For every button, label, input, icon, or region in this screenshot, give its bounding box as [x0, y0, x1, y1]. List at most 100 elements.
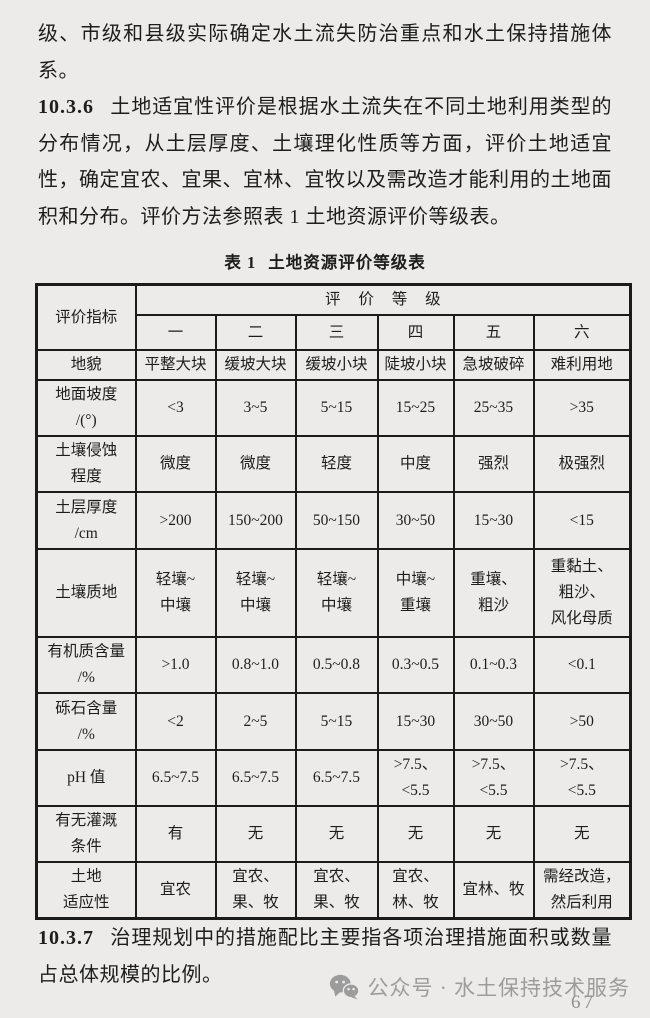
table-cell: 缓坡大块 — [214, 349, 297, 381]
table-cell: 平整大块 — [134, 349, 217, 381]
table-cell: 5~15 — [294, 692, 379, 751]
table-cell: >7.5、 <5.5 — [532, 749, 632, 807]
section-number: 10.3.6 — [38, 96, 94, 118]
document-page: 级、市级和县级实际确定水土流失防治重点和水土保持措施体系。 10.3.6 土地适宜… — [35, 23, 633, 993]
table-cell: 6.5~7.5 — [214, 749, 297, 807]
header-grade-4: 四 — [376, 314, 455, 351]
section-text: 土地适宜性评价是根据水土流失在不同土地利用类型的分布情况，从土层厚度、土壤理化性… — [38, 96, 612, 228]
table-cell: <0.1 — [532, 636, 632, 694]
table-cell: 重壤、 粗沙 — [452, 548, 535, 638]
table-cell: 3~5 — [214, 379, 297, 437]
table-cell: 微度 — [134, 435, 217, 493]
table-cell: 30~50 — [452, 692, 535, 751]
table-row: 土壤侵蚀 程度 微度 微度 轻度 中度 强烈 极强烈 — [35, 435, 632, 493]
row-label-soil-texture: 土壤质地 — [35, 548, 137, 638]
wechat-watermark: 公众号 · 水土保持技术服务 — [329, 972, 631, 1002]
header-grade-5: 五 — [452, 314, 535, 351]
table-cell: >35 — [532, 379, 632, 437]
table-cell: 无 — [376, 805, 455, 863]
table-cell: 6.5~7.5 — [134, 749, 217, 807]
row-label-erosion-degree: 土壤侵蚀 程度 — [35, 435, 137, 493]
table-cell: 5~15 — [294, 379, 379, 437]
land-evaluation-table: 评价指标 评 价 等 级 一 二 三 四 五 六 地貌 平整大块 缓坡大块 缓坡… — [35, 283, 633, 920]
row-label-gravel-content: 砾石含量 /% — [35, 692, 137, 751]
table-cell: 强烈 — [452, 435, 535, 493]
table-header-row-1: 评价指标 评 价 等 级 — [35, 283, 632, 351]
paragraph-continuation: 级、市级和县级实际确定水土流失防治重点和水土保持措施体系。 — [38, 23, 612, 82]
table-cell: <2 — [134, 692, 217, 751]
table-cell: 150~200 — [214, 491, 297, 550]
table-cell: 2~5 — [214, 692, 297, 751]
table-row: 砾石含量 /% <2 2~5 5~15 15~30 30~50 >50 — [35, 692, 632, 751]
table-row: 土层厚度 /cm >200 150~200 50~150 30~50 15~30… — [35, 491, 632, 550]
table-row: 土壤质地 轻壤~ 中壤 轻壤~ 中壤 轻壤~ 中壤 中壤~ 重壤 重壤、 粗沙 … — [35, 548, 632, 638]
table-cell: 需经改造， 然后利用 — [532, 861, 632, 920]
table-cell: 宜农 — [134, 861, 217, 920]
table-caption: 表 1 土地资源评价等级表 — [38, 249, 612, 273]
table-cell: 微度 — [214, 435, 297, 493]
table-cell: 25~35 — [452, 379, 535, 437]
table-cell: 轻度 — [294, 435, 379, 493]
table-row: 地貌 平整大块 缓坡大块 缓坡小块 陡坡小块 急坡破碎 难利用地 — [35, 349, 632, 381]
table-cell: >7.5、 <5.5 — [376, 749, 455, 807]
section-10-3-7: 10.3.7 治理规划中的措施配比主要指各项治理措施面积或数量占总体规模的比例。 — [38, 920, 612, 993]
section-number: 10.3.7 — [38, 927, 94, 949]
table-row: 有无灌溉 条件 有 无 无 无 无 无 — [35, 805, 632, 863]
row-label-slope: 地面坡度 /(°) — [35, 379, 137, 437]
row-label-terrain: 地貌 — [35, 349, 137, 381]
table-cell: 0.1~0.3 — [452, 636, 535, 694]
table-cell: 陡坡小块 — [376, 349, 455, 381]
table-row: 有机质含量 /% >1.0 0.8~1.0 0.5~0.8 0.3~0.5 0.… — [35, 636, 632, 694]
table-row: 土地 适应性 宜农 宜农、 果、牧 宜农、 果、牧 宜农、 林、牧 宜林、牧 需… — [35, 861, 632, 920]
table-caption-title: 土地资源评价等级表 — [268, 253, 426, 272]
header-grade-2: 二 — [214, 314, 297, 351]
table-cell: 0.5~0.8 — [294, 636, 379, 694]
table-cell: >50 — [532, 692, 632, 751]
table-header-row-2: 一 二 三 四 五 六 — [37, 314, 632, 351]
watermark-text: 公众号 · 水土保持技术服务 — [367, 976, 630, 1000]
page-number: 67 — [571, 992, 596, 1013]
table-cell: 重黏土、 粗沙、 风化母质 — [532, 548, 632, 638]
table-cell: 0.8~1.0 — [214, 636, 297, 694]
table-cell: 无 — [452, 805, 535, 863]
row-label-soil-depth: 土层厚度 /cm — [35, 491, 137, 550]
table-cell: 轻壤~ 中壤 — [214, 548, 297, 638]
table-cell: 无 — [294, 805, 379, 863]
table-cell: 中壤~ 重壤 — [376, 548, 455, 638]
table-cell: 宜农、 果、牧 — [214, 861, 297, 920]
section-10-3-6: 10.3.6 土地适宜性评价是根据水土流失在不同土地利用类型的分布情况，从土层厚度… — [38, 89, 612, 235]
section-text: 治理规划中的措施配比主要指各项治理措施面积或数量占总体规模的比例。 — [38, 927, 612, 986]
table-cell: 15~30 — [376, 692, 455, 751]
table-cell: 宜林、牧 — [452, 861, 535, 920]
table-caption-prefix: 表 1 — [224, 253, 257, 272]
table-cell: 轻壤~ 中壤 — [134, 548, 217, 638]
table-cell: 0.3~0.5 — [376, 636, 455, 694]
table-cell: 难利用地 — [532, 349, 632, 381]
table-cell: 无 — [214, 805, 297, 863]
header-grade-1: 一 — [134, 314, 217, 351]
header-indicator: 评价指标 — [35, 283, 137, 351]
table-cell: 急坡破碎 — [452, 349, 535, 381]
table-cell: 15~30 — [452, 491, 535, 550]
table-cell: >1.0 — [134, 636, 217, 694]
table-row: pH 值 6.5~7.5 6.5~7.5 6.5~7.5 >7.5、 <5.5 … — [35, 749, 632, 807]
table-cell: >7.5、 <5.5 — [452, 749, 535, 807]
table-cell: 50~150 — [294, 491, 379, 550]
table-cell: >200 — [134, 491, 217, 550]
table-cell: 有 — [134, 805, 217, 863]
header-grade-6: 六 — [532, 314, 632, 351]
table-cell: 30~50 — [376, 491, 455, 550]
wechat-icon — [329, 974, 359, 1000]
row-label-land-suitability: 土地 适应性 — [35, 861, 137, 920]
table-cell: 15~25 — [376, 379, 455, 437]
table-cell: <3 — [134, 379, 217, 437]
table-cell: 缓坡小块 — [294, 349, 379, 381]
table-cell: 无 — [532, 805, 632, 863]
header-grade-group: 评 价 等 级 — [134, 283, 632, 316]
table-cell: 中度 — [376, 435, 455, 493]
table-cell: 宜农、 林、牧 — [376, 861, 455, 920]
table-cell: 宜农、 果、牧 — [294, 861, 379, 920]
table-cell: <15 — [532, 491, 632, 550]
table-row: 地面坡度 /(°) <3 3~5 5~15 15~25 25~35 >35 — [35, 379, 632, 437]
row-label-organic-matter: 有机质含量 /% — [35, 636, 137, 694]
